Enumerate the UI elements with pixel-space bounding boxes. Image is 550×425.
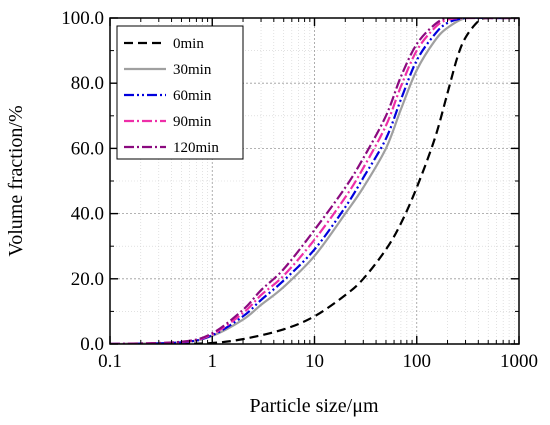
series-line-30min [110, 18, 519, 344]
x-tick-label: 0.1 [98, 351, 122, 372]
legend-label-30min: 30min [173, 62, 212, 78]
legend: 0min 30min 60min 90min 120min [116, 25, 244, 160]
series-line-60min [110, 18, 519, 344]
y-tick-label: 60.0 [71, 138, 104, 159]
axis-ticks: 0.1 1 10 100 1000 0.0 20.0 40.0 60.0 80.0 100.0 [61, 8, 538, 372]
legend-label-60min: 60min [173, 88, 212, 104]
y-tick-label: 80.0 [71, 73, 104, 94]
legend-label-120min: 120min [173, 140, 219, 156]
x-axis-title: Particle size/μm [249, 395, 378, 417]
y-tick-label: 100.0 [61, 8, 104, 29]
legend-box [116, 25, 244, 160]
legend-label-0min: 0min [173, 36, 204, 52]
series-line-0min [110, 18, 519, 344]
legend-label-90min: 90min [173, 114, 212, 130]
y-tick-label: 0.0 [80, 334, 104, 355]
x-tick-label: 100 [403, 351, 432, 372]
series-line-120min [110, 18, 519, 344]
y-tick-label: 20.0 [71, 269, 104, 290]
y-tick-label: 40.0 [71, 204, 104, 225]
x-tick-label: 10 [305, 351, 324, 372]
y-axis-title: Volume fraction/% [5, 105, 27, 256]
x-tick-label: 1 [208, 351, 218, 372]
x-tick-label: 1000 [500, 351, 538, 372]
